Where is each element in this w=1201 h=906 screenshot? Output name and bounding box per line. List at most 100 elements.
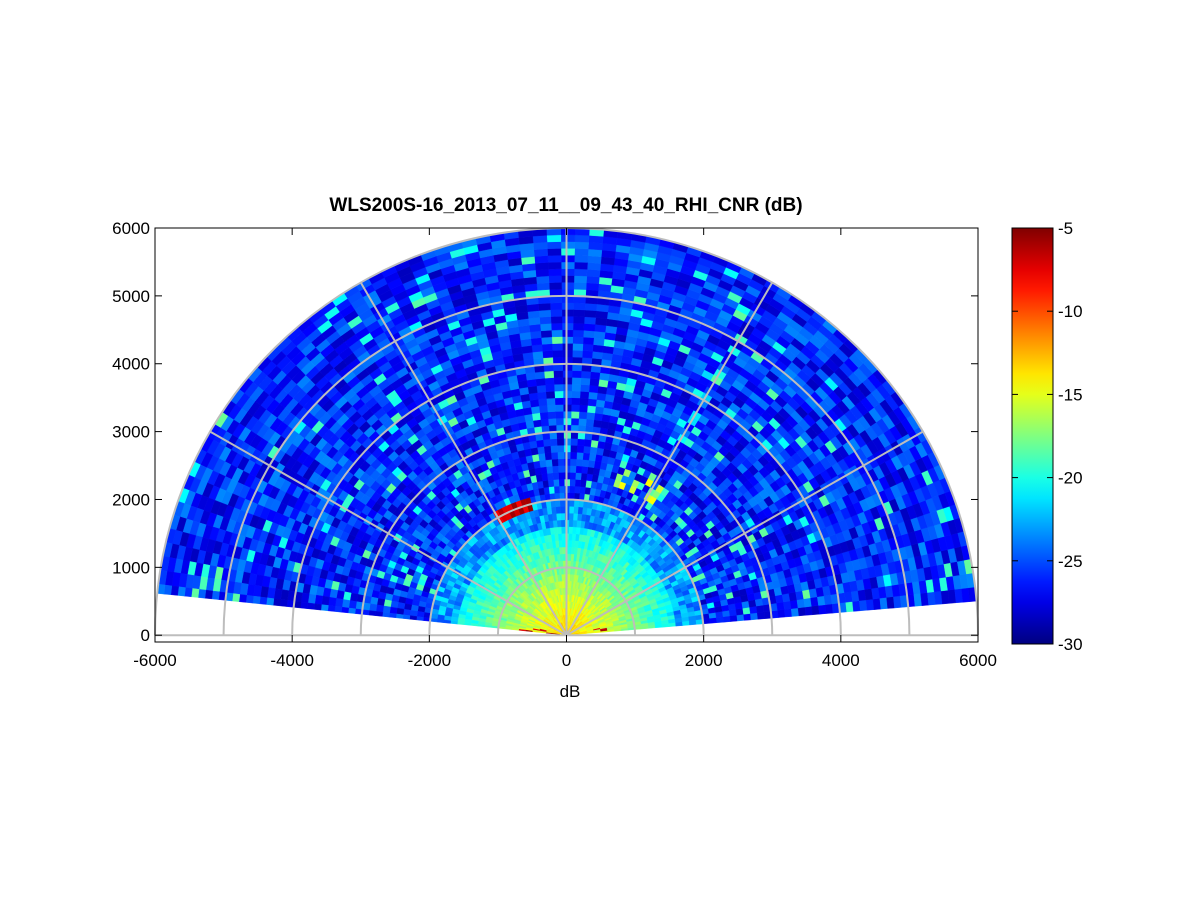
heatmap-cell [590, 378, 600, 386]
heatmap-cell [587, 405, 596, 413]
heatmap-cell [575, 235, 589, 242]
heatmap-cell [551, 316, 562, 323]
heatmap-cell [572, 350, 582, 357]
heatmap-cell [575, 248, 589, 255]
heatmap-cell [577, 514, 582, 521]
heatmap-cell [561, 242, 575, 249]
heatmap-cell [533, 242, 547, 250]
heatmap-cell [819, 605, 827, 615]
heatmap-cell [572, 391, 581, 398]
heatmap-cell [574, 282, 587, 289]
heatmap-cell [585, 303, 597, 311]
heatmap-cell [590, 447, 598, 455]
heatmap-cell [581, 466, 588, 473]
heatmap-cell [588, 242, 602, 250]
heatmap-cell [583, 446, 590, 453]
heatmap-cell [568, 554, 571, 561]
heatmap-cell [756, 605, 764, 613]
heatmap-cell [555, 411, 563, 418]
heatmap-cell [547, 248, 561, 255]
heatmap-cell [546, 398, 555, 405]
heatmap-cell [588, 399, 597, 407]
heatmap-cell [730, 615, 738, 622]
heatmap-cell [575, 479, 581, 486]
heatmap-cell [547, 235, 561, 242]
heatmap-cell [584, 324, 595, 332]
heatmap-cell [551, 330, 562, 337]
heatmap-cell [574, 276, 587, 283]
heatmap-cell [887, 597, 895, 609]
heatmap-cell [562, 296, 574, 303]
heatmap-cell [557, 438, 564, 445]
heatmap-cell [553, 473, 559, 480]
heatmap-cell [572, 527, 576, 534]
heatmap-cell [573, 310, 585, 317]
heatmap-cell [594, 331, 605, 339]
heatmap-cell [737, 614, 744, 621]
heatmap-cell [569, 527, 573, 534]
heatmap-cell [580, 398, 589, 405]
heatmap-cell [579, 412, 587, 419]
heatmap-cell [588, 256, 602, 264]
heatmap-cell [549, 276, 562, 283]
heatmap-cell [546, 466, 553, 473]
heatmap-cell [572, 371, 581, 378]
heatmap-cell [592, 351, 603, 359]
heatmap-cell [542, 351, 552, 358]
heatmap-cell [538, 399, 547, 407]
heatmap-cell [552, 466, 558, 473]
heatmap-cell [744, 614, 751, 621]
heatmap-cell [571, 405, 579, 412]
heatmap-cell [587, 263, 601, 271]
heatmap-cell [536, 440, 544, 448]
heatmap-cell [582, 460, 589, 467]
heatmap-cell [805, 606, 813, 615]
heatmap-cell [532, 413, 541, 421]
heatmap-cell [545, 459, 552, 466]
heatmap-cell [558, 466, 564, 473]
heatmap-cell [570, 472, 576, 479]
heatmap-cell [553, 371, 563, 378]
heatmap-cell [561, 269, 574, 276]
heatmap-cell [550, 445, 557, 452]
heatmap-cell [548, 412, 556, 419]
heatmap-cell [825, 604, 833, 614]
heatmap-cell [550, 439, 557, 446]
heatmap-cell [548, 255, 562, 262]
heatmap-cell [584, 317, 596, 325]
heatmap-cell [559, 479, 565, 486]
heatmap-cell [586, 276, 599, 284]
heatmap-cell [547, 242, 561, 249]
heatmap-cell [750, 613, 758, 620]
heatmap-cell [572, 534, 576, 541]
heatmap-cell [562, 343, 572, 350]
heatmap-cell [535, 262, 549, 270]
heatmap-cell [570, 445, 577, 452]
heatmap-cell [554, 391, 563, 398]
heatmap-cell [559, 486, 564, 493]
heatmap-cell [561, 520, 565, 527]
heatmap-cell [554, 377, 563, 384]
heatmap-cell [550, 303, 562, 310]
heatmap-cell [589, 453, 596, 461]
heatmap-cell [853, 601, 861, 612]
heatmap-cell [573, 337, 584, 344]
heatmap-cell [578, 418, 586, 425]
heatmap-cell [586, 412, 595, 420]
heatmap-cell [859, 600, 867, 611]
heatmap-cell [790, 600, 798, 609]
heatmap-cell [531, 406, 540, 414]
heatmap-cell [777, 602, 785, 610]
heatmap-cell [574, 269, 587, 276]
heatmap-cell [571, 438, 578, 445]
heatmap-cell [593, 338, 604, 346]
heatmap-cell [545, 453, 552, 460]
heatmap-cell [551, 323, 562, 330]
heatmap-cell [588, 460, 595, 468]
heatmap-cell [846, 602, 854, 612]
heatmap-cell [579, 405, 588, 412]
heatmap-cell [561, 527, 565, 534]
heatmap-cell [757, 612, 765, 619]
heatmap-cell [586, 283, 599, 291]
